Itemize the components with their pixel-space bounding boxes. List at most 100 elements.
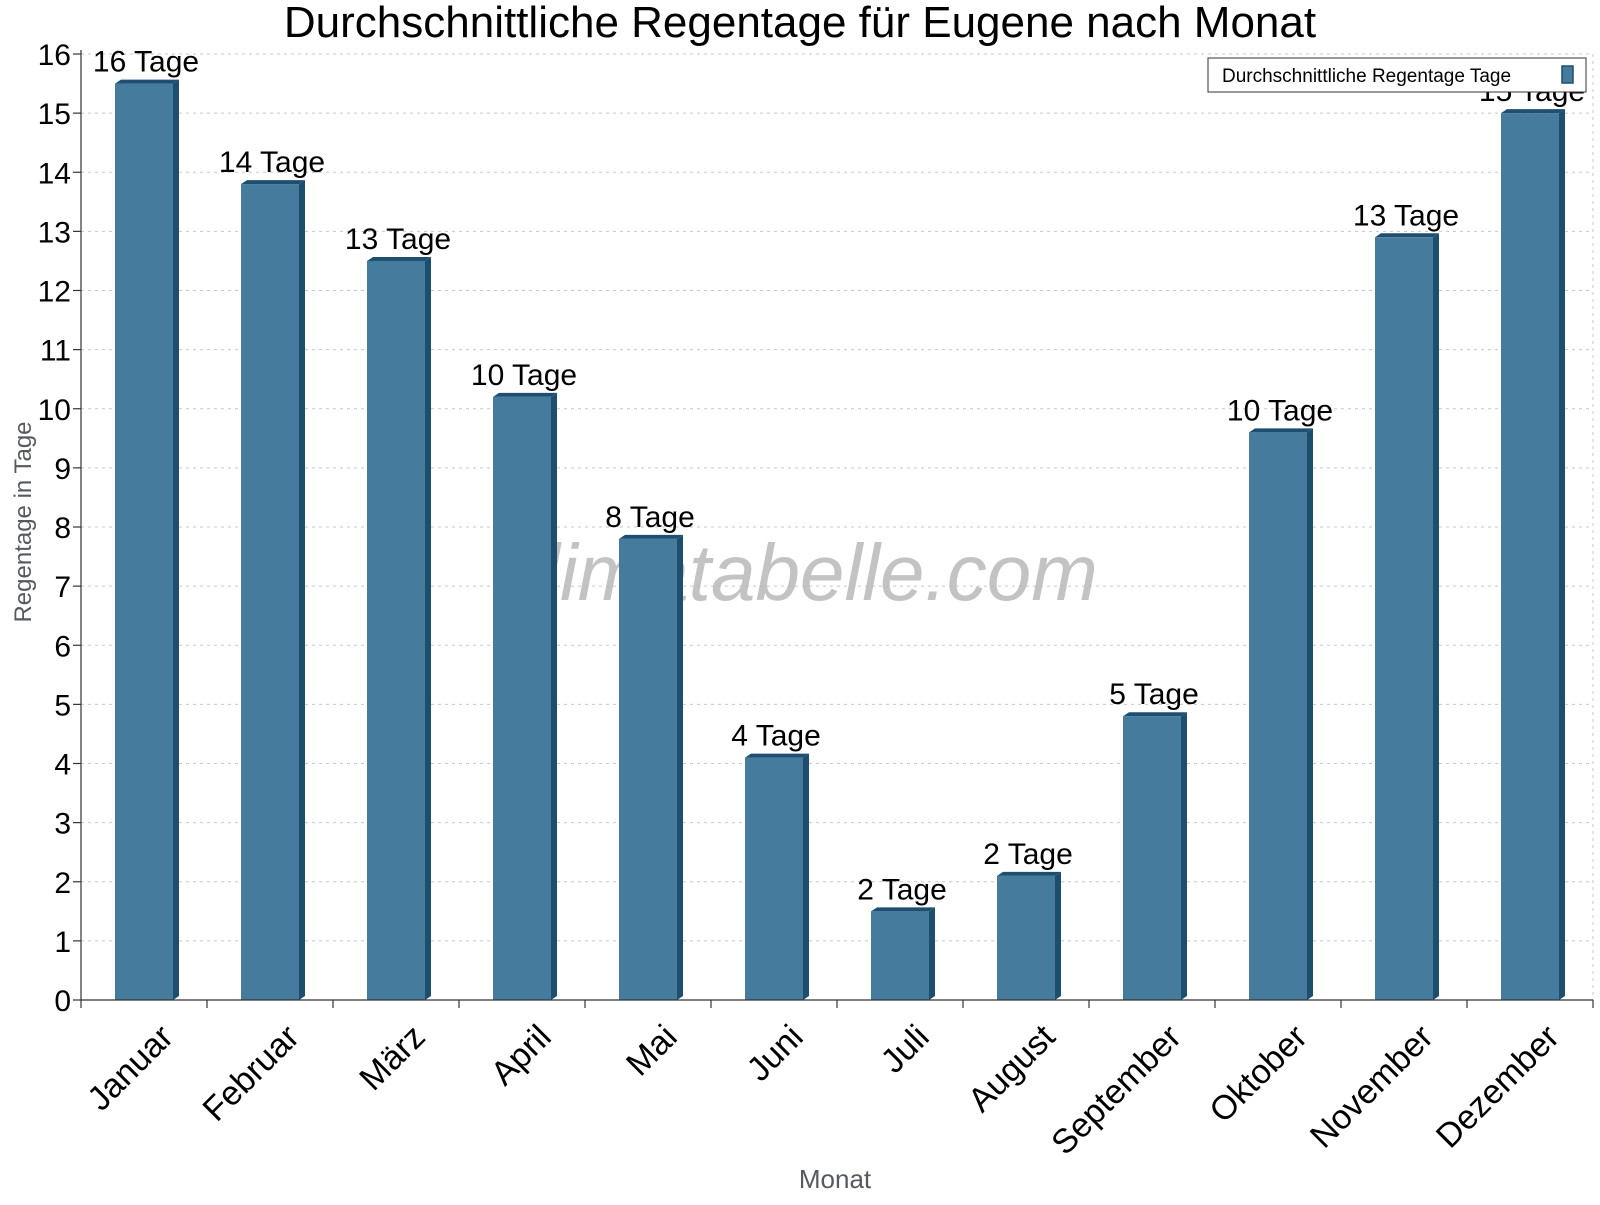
y-tick-label: 7 xyxy=(54,571,71,604)
bar-front xyxy=(619,538,677,1000)
x-tick-label: April xyxy=(484,1018,559,1093)
x-tick-label: November xyxy=(1303,1018,1441,1156)
x-tick-label: Juni xyxy=(740,1018,811,1089)
data-label: 2 Tage xyxy=(983,838,1073,871)
bar-9 xyxy=(1123,712,1187,1000)
bar-8 xyxy=(997,871,1061,1000)
bar-side xyxy=(1433,233,1439,1001)
legend: Durchschnittliche Regentage Tage xyxy=(1207,57,1587,93)
bar-side xyxy=(677,534,683,1000)
y-tick-label: 5 xyxy=(54,689,71,722)
bar-side xyxy=(1307,428,1313,1000)
data-label: 16 Tage xyxy=(93,46,199,79)
y-tick-label: 8 xyxy=(54,512,71,545)
legend-box xyxy=(1207,57,1587,93)
data-label: 13 Tage xyxy=(345,223,451,256)
data-label: 8 Tage xyxy=(605,501,695,534)
y-tick-label: 4 xyxy=(54,749,71,782)
y-tick-label: 6 xyxy=(54,630,71,663)
bar-11 xyxy=(1375,233,1439,1001)
y-tick-label: 15 xyxy=(38,98,71,131)
bar-front xyxy=(1375,237,1433,1001)
bar-front xyxy=(493,396,551,1000)
bar-side xyxy=(1055,871,1061,1000)
y-tick-label: 1 xyxy=(54,926,71,959)
y-tick-label: 16 xyxy=(38,39,71,72)
bar-side xyxy=(1181,712,1187,1000)
y-tick-label: 13 xyxy=(38,216,71,249)
data-label: 13 Tage xyxy=(1353,199,1459,232)
data-label: 5 Tage xyxy=(1109,678,1199,711)
y-tick-label: 14 xyxy=(38,157,71,190)
x-tick-label: August xyxy=(961,1017,1063,1119)
x-tick-label: Oktober xyxy=(1202,1018,1314,1130)
bar-top xyxy=(871,907,935,912)
y-tick-label: 12 xyxy=(38,276,71,309)
bar-12 xyxy=(1501,109,1565,1000)
bar-top xyxy=(493,392,557,397)
bar-front xyxy=(745,757,803,1000)
bar-front xyxy=(115,83,173,1000)
bar-side xyxy=(803,753,809,1000)
bar-top xyxy=(367,256,431,261)
watermark: klimatabelle.com xyxy=(502,528,1098,617)
bar-side xyxy=(299,180,305,1000)
legend-label: Durchschnittliche Regentage Tage xyxy=(1222,66,1511,87)
x-tick-label: Januar xyxy=(80,1018,180,1118)
bar-side xyxy=(551,392,557,1000)
bar-front xyxy=(871,911,929,1000)
y-tick-label: 2 xyxy=(54,867,71,900)
y-tick-label: 9 xyxy=(54,453,71,486)
bars xyxy=(115,79,1565,1001)
y-tick-label: 3 xyxy=(54,808,71,841)
x-tick-label: Februar xyxy=(196,1018,307,1129)
bar-4 xyxy=(493,392,557,1000)
bar-top xyxy=(1249,428,1313,433)
data-label: 2 Tage xyxy=(857,873,947,906)
bar-top xyxy=(241,180,305,185)
bar-top xyxy=(619,534,683,539)
bar-front xyxy=(1123,716,1181,1000)
x-axis-title: Monat xyxy=(799,1164,872,1194)
bar-2 xyxy=(241,180,305,1000)
x-tick-label: Dezember xyxy=(1429,1018,1567,1156)
bar-front xyxy=(367,260,425,1000)
legend-swatch xyxy=(1561,65,1574,84)
bar-side xyxy=(1559,109,1565,1000)
data-label: 14 Tage xyxy=(219,146,325,179)
data-label: 10 Tage xyxy=(471,359,577,392)
data-labels: 16 Tage 14 Tage 13 Tage 10 Tage 8 Tage 4 Tage… xyxy=(93,46,1585,907)
bar-top xyxy=(1123,712,1187,717)
x-tick-label: Juli xyxy=(874,1018,937,1081)
bar-top xyxy=(997,871,1061,876)
grid xyxy=(81,53,1594,1000)
bar-10 xyxy=(1249,428,1313,1000)
bar-5 xyxy=(619,534,683,1000)
bar-6 xyxy=(745,753,809,1000)
x-tick-label: Mai xyxy=(619,1018,685,1084)
x-tick-label: September xyxy=(1044,1018,1188,1162)
y-tick-label: 10 xyxy=(38,394,71,427)
bar-side xyxy=(425,256,431,1000)
bar-top xyxy=(115,79,179,84)
bar-front xyxy=(241,184,299,1000)
bar-side xyxy=(929,907,935,1000)
bar-3 xyxy=(367,256,431,1000)
data-label: 4 Tage xyxy=(731,720,821,753)
x-tick-label: März xyxy=(352,1018,432,1098)
y-axis-title: Regentage in Tage xyxy=(10,421,37,622)
bar-top xyxy=(745,753,809,758)
bar-front xyxy=(997,875,1055,1000)
bar-1 xyxy=(115,79,179,1000)
data-label: 10 Tage xyxy=(1227,394,1333,427)
bar-front xyxy=(1501,113,1559,1000)
bar-top xyxy=(1501,109,1565,114)
chart-title: Durchschnittliche Regentage für Eugene n… xyxy=(284,0,1316,47)
y-tick-label: 0 xyxy=(54,985,71,1018)
bar-7 xyxy=(871,907,935,1000)
bar-top xyxy=(1375,233,1439,238)
bar-side xyxy=(173,79,179,1000)
y-tick-label: 11 xyxy=(40,335,71,368)
